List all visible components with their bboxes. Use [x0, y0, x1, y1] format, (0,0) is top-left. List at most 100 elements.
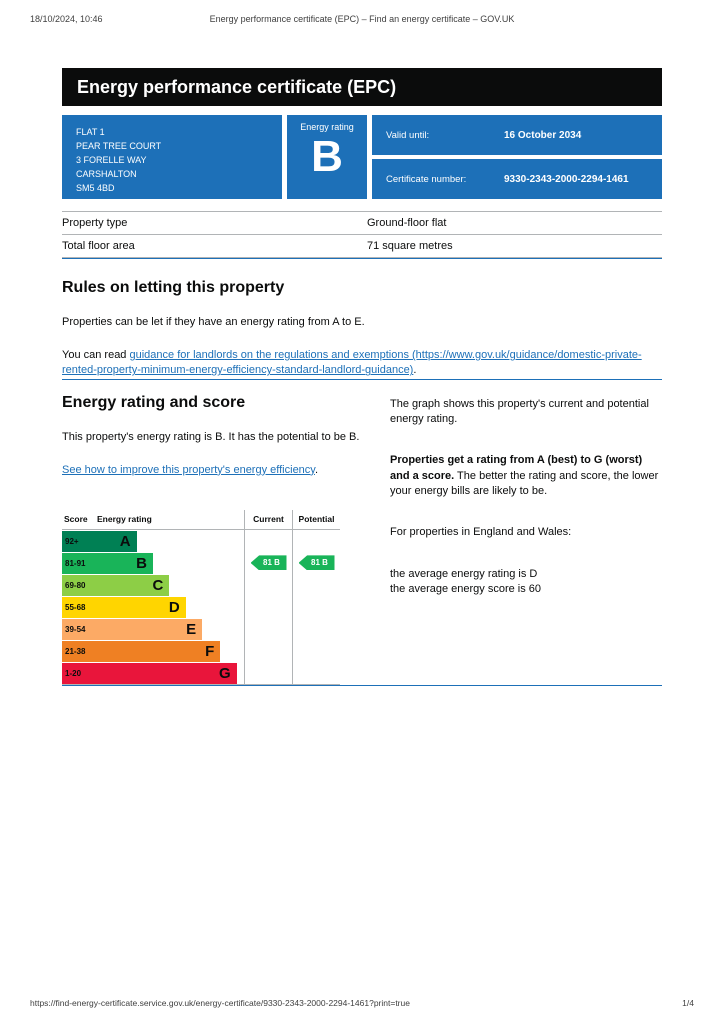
epc-band-row-B: 81-91 B 81 B 81 B: [62, 551, 340, 574]
address-line: FLAT 1: [76, 127, 105, 137]
epc-band-row-C: 69-80 C: [62, 573, 340, 596]
potential-cell-B: 81 B: [292, 551, 340, 574]
band-bar-D: 55-68 D: [62, 596, 186, 618]
england-wales-text: For properties in England and Wales:: [390, 526, 572, 539]
rating-score-text: This property's energy rating is B. It h…: [62, 430, 360, 443]
epc-band-row-G: 1-20 G: [62, 661, 340, 684]
rating-scale-bold: Properties get a rating from A (best) to…: [390, 454, 643, 482]
band-bar-area: 81-91 B: [62, 552, 244, 574]
print-header: 18/10/2024, 10:46 Energy performance cer…: [0, 14, 724, 24]
print-footer: https://find-energy-certificate.service.…: [30, 998, 694, 1008]
current-cell-D: [244, 595, 292, 618]
link-intro-text: You can read: [62, 349, 130, 362]
chart-current-header: Current: [244, 509, 292, 529]
average-score-line: the average energy score is 60: [390, 583, 542, 596]
epc-band-row-A: 92+ A: [62, 529, 340, 552]
certificate-number-row: Certificate number: 9330-2343-2000-2294-…: [372, 159, 662, 199]
current-cell-G: [244, 661, 292, 684]
average-rating-line: the average energy rating is D: [390, 567, 538, 580]
chart-potential-header: Potential: [292, 509, 340, 529]
epc-band-row-D: 55-68 D: [62, 595, 340, 618]
band-bar-area: 55-68 D: [62, 596, 244, 618]
band-bar-area: 39-54 E: [62, 618, 244, 640]
current-cell-C: [244, 573, 292, 596]
rating-score-left-column: Energy rating and score This property's …: [62, 394, 362, 685]
band-score: 55-68: [65, 602, 86, 612]
footer-url: https://find-energy-certificate.service.…: [30, 998, 410, 1008]
potential-cell-A: [292, 529, 340, 552]
property-address: FLAT 1 PEAR TREE COURT 3 FORELLE WAY CAR…: [62, 115, 282, 199]
graph-explainer-text: The graph shows this property's current …: [390, 397, 649, 425]
valid-until-row: Valid until: 16 October 2034: [372, 115, 662, 155]
rating-and-score-section: Energy rating and score This property's …: [62, 394, 662, 685]
current-rating-tag: 81 B: [250, 555, 287, 571]
letting-rules-link-paragraph: You can read guidance for landlords on t…: [62, 348, 662, 378]
potential-rating-tag: 81 B: [298, 555, 335, 571]
link-suffix-text: .: [314, 463, 319, 476]
print-datetime: 18/10/2024, 10:46: [30, 14, 103, 24]
band-bar-area: 1-20 G: [62, 662, 244, 684]
band-bar-A: 92+ A: [62, 530, 137, 552]
letting-rules-text: Properties can be let if they have an en…: [62, 316, 365, 328]
link-suffix-text: .: [413, 364, 417, 377]
property-type-label: Property type: [62, 217, 128, 229]
certificate-number-label: Certificate number:: [386, 173, 467, 185]
rating-scale-rest: The better the rating and score, the low…: [390, 469, 659, 498]
band-score: 1-20: [65, 668, 82, 678]
band-score: 39-54: [65, 624, 86, 634]
floor-area-value: 71 square metres: [367, 240, 453, 252]
band-letter: E: [186, 620, 197, 638]
section-divider: [62, 258, 662, 259]
potential-cell-F: [292, 639, 340, 662]
band-score: 21-38: [65, 646, 86, 656]
improve-link-paragraph: See how to improve this property's energ…: [62, 463, 362, 478]
improve-efficiency-link[interactable]: See how to improve this property's energ…: [62, 463, 315, 476]
print-title: Energy performance certificate (EPC) – F…: [209, 14, 515, 24]
band-bar-area: 92+ A: [62, 530, 244, 552]
chart-score-header: Score: [64, 514, 88, 525]
band-bar-G: 1-20 G: [62, 662, 237, 684]
band-letter: A: [119, 532, 131, 550]
valid-until-value: 16 October 2034: [504, 129, 582, 141]
average-ratings-text: the average energy rating is D the averag…: [390, 567, 662, 598]
rating-scale-text: Properties get a rating from A (best) to…: [390, 453, 662, 499]
epc-band-row-F: 21-38 F: [62, 639, 340, 662]
property-details-table: Property type Ground-floor flat Total fl…: [62, 211, 662, 258]
potential-cell-C: [292, 573, 340, 596]
address-line: CARSHALTON: [76, 168, 137, 179]
epc-band-row-E: 39-54 E: [62, 617, 340, 640]
landlord-guidance-link[interactable]: guidance for landlords on the regulation…: [62, 349, 642, 377]
letting-rules-heading: Rules on letting this property: [62, 279, 285, 296]
section-divider: [62, 378, 662, 380]
epc-banner: Energy performance certificate (EPC): [62, 68, 662, 106]
chart-header-left: Score Energy rating: [62, 510, 244, 529]
valid-until-label: Valid until:: [386, 129, 430, 141]
table-row: Property type Ground-floor flat: [62, 212, 662, 235]
potential-cell-G: [292, 661, 340, 684]
floor-area-label: Total floor area: [62, 240, 135, 252]
footer-page-number: 1/4: [682, 998, 694, 1008]
certificate-content: Energy performance certificate (EPC) FLA…: [62, 68, 662, 686]
band-letter: F: [205, 642, 215, 660]
chart-rating-header: Energy rating: [97, 514, 152, 525]
band-bar-area: 69-80 C: [62, 574, 244, 596]
section-divider: [62, 684, 662, 686]
address-line: 3 FORELLE WAY: [76, 154, 147, 165]
band-bar-E: 39-54 E: [62, 618, 203, 640]
band-letter: B: [136, 554, 147, 572]
rating-score-right-column: The graph shows this property's current …: [390, 394, 662, 685]
current-cell-A: [244, 529, 292, 552]
band-letter: C: [152, 576, 164, 594]
band-letter: G: [219, 664, 231, 682]
certificate-summary: FLAT 1 PEAR TREE COURT 3 FORELLE WAY CAR…: [62, 115, 662, 199]
potential-cell-D: [292, 595, 340, 618]
band-score: 69-80: [65, 580, 86, 590]
certificate-number-value: 9330-2343-2000-2294-1461: [504, 173, 629, 185]
potential-cell-E: [292, 617, 340, 640]
energy-rating-value: B: [311, 132, 343, 181]
band-bar-B: 81-91 B: [62, 552, 153, 574]
energy-rating-label: Energy rating: [300, 122, 354, 132]
table-row: Total floor area 71 square metres: [62, 235, 662, 258]
band-letter: D: [168, 598, 180, 616]
